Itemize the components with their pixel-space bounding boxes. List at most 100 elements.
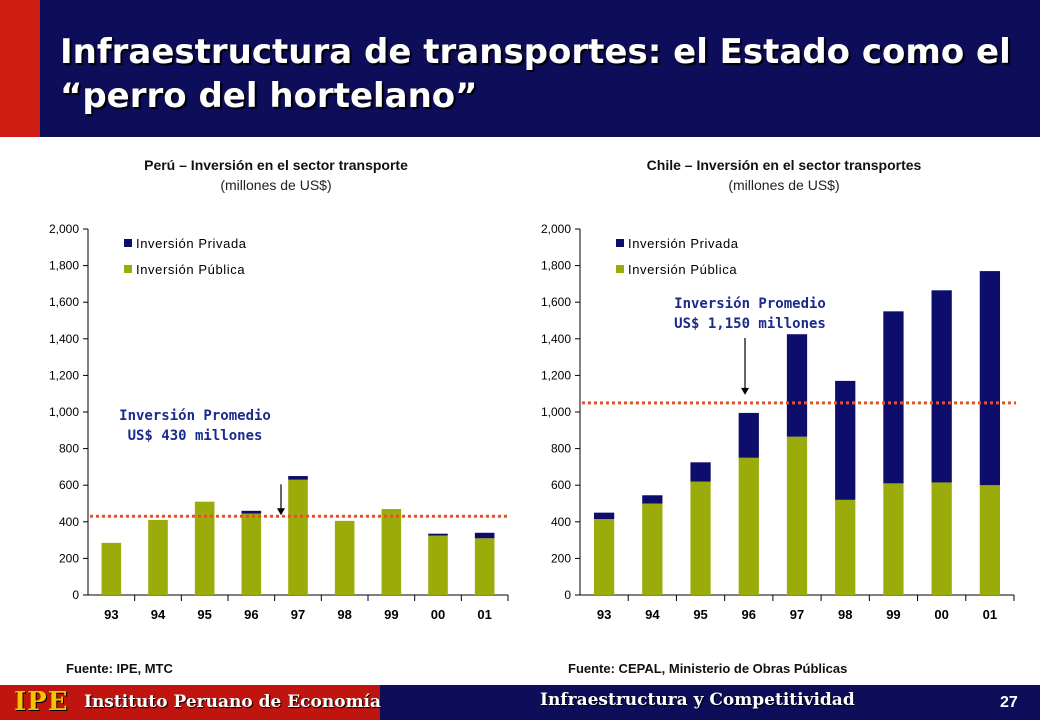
ipe-logo: IPE (14, 687, 69, 717)
peru-y-tick-label: 0 (72, 588, 79, 602)
chile-bar-privada-00 (931, 290, 952, 483)
peru-bar-privada-96 (241, 510, 262, 514)
peru-y-tick-label: 1,000 (49, 405, 79, 419)
chile-x-tick-label: 00 (934, 607, 948, 622)
peru-y-tick-label: 600 (59, 478, 79, 492)
chile-chart-subtitle: (millones de US$) (728, 177, 840, 193)
peru-y-tick-label: 2,000 (49, 222, 79, 236)
peru-bar-privada-97 (288, 476, 308, 480)
peru-x-tick-label: 98 (337, 607, 351, 622)
chile-y-tick-label: 1,800 (541, 259, 571, 273)
peru-bar-publica-98 (334, 520, 355, 595)
peru-bar-publica-97 (288, 479, 308, 595)
peru-chart-title: Perú – Inversión en el sector transporte (144, 157, 408, 173)
slide-title: Infraestructura de transportes: el Estad… (60, 32, 1011, 116)
chile-y-tick-label: 0 (564, 588, 571, 602)
slide-footer: IPE Instituto Peruano de Economía Infrae… (0, 685, 1040, 720)
chile-x-tick-label: 97 (790, 607, 804, 622)
peru-x-tick-label: 00 (431, 607, 445, 622)
chile-chart-heading: Chile – Inversión en el sector transport… (574, 155, 994, 195)
peru-x-tick-label: 99 (384, 607, 398, 622)
chile-y-tick-label: 800 (551, 442, 571, 456)
chile-y-tick-label: 600 (551, 478, 571, 492)
chile-annotation-arrow-head (741, 387, 749, 395)
footer-subtitle: Infraestructura y Competitividad (540, 690, 855, 710)
footer-red-band (0, 685, 380, 720)
chile-bar-privada-01 (979, 271, 1001, 486)
chile-bar-privada-97 (786, 334, 808, 437)
chile-bar-publica-95 (690, 481, 711, 595)
chile-bar-privada-94 (642, 495, 663, 504)
peru-bar-publica-99 (381, 508, 402, 595)
peru-x-tick-label: 94 (151, 607, 166, 622)
peru-source-note: Fuente: IPE, MTC (66, 661, 173, 676)
chile-chart-title: Chile – Inversión en el sector transport… (646, 157, 922, 173)
chile-bar-privada-98 (835, 380, 856, 500)
peru-bar-privada-01 (474, 532, 495, 539)
chile-y-tick-label: 1,600 (541, 295, 571, 309)
page-number: 27 (1000, 694, 1018, 711)
peru-chart-subtitle: (millones de US$) (220, 177, 332, 193)
peru-investment-chart: 0 200 400 600 800 1,000 1,200 1,400 1,600 1,800 2,… (49, 222, 510, 622)
peru-y-tick-label: 1,800 (49, 259, 79, 273)
chile-bar-privada-96 (738, 412, 759, 458)
chile-bar-publica-98 (835, 499, 856, 595)
peru-y-tick-label: 1,400 (49, 332, 79, 346)
chile-annotation-value: US$ 1,150 millones (674, 316, 826, 332)
chile-annotation-title: Inversión Promedio (674, 296, 826, 312)
chile-x-tick-label: 93 (597, 607, 611, 622)
slide-header: Infraestructura de transportes: el Estad… (0, 0, 1040, 137)
peru-y-tick-label: 1,600 (49, 295, 79, 309)
peru-x-tick-label: 01 (477, 607, 491, 622)
chile-bar-publica-94 (642, 503, 663, 595)
peru-bar-privada-00 (428, 533, 448, 536)
chile-y-tick-label: 1,000 (541, 405, 571, 419)
peru-y-tick-label: 400 (59, 515, 79, 529)
chile-legend-swatch-publica (616, 265, 624, 273)
chile-bar-privada-93 (593, 512, 615, 520)
institute-name: Instituto Peruano de Economía (84, 692, 382, 712)
chile-y-tick-label: 1,200 (541, 368, 571, 382)
chile-x-tick-label: 94 (645, 607, 660, 622)
chile-bar-publica-99 (883, 483, 904, 595)
chile-x-tick-label: 98 (838, 607, 852, 622)
chile-bar-publica-96 (738, 457, 759, 595)
chile-bar-publica-93 (593, 519, 615, 595)
chile-x-tick-label: 99 (886, 607, 900, 622)
chile-x-tick-label: 96 (742, 607, 756, 622)
peru-y-tick-label: 200 (59, 551, 79, 565)
peru-annotation-title: Inversión Promedio (119, 408, 271, 424)
chile-bar-privada-95 (690, 462, 711, 482)
chile-x-tick-label: 01 (983, 607, 997, 622)
chile-bar-publica-00 (931, 482, 952, 595)
chile-legend-swatch-privada (616, 239, 624, 247)
peru-bar-publica-00 (428, 535, 448, 595)
peru-x-tick-label: 97 (291, 607, 305, 622)
peru-bar-publica-01 (474, 538, 495, 595)
chile-bar-publica-97 (786, 436, 808, 595)
chile-legend-label-publica: Inversión Pública (628, 262, 737, 277)
peru-x-tick-label: 96 (244, 607, 258, 622)
peru-legend-swatch-publica (124, 265, 132, 273)
chile-investment-chart: 0 200 400 600 800 1,000 1,200 1,400 1,600 1,800 2,… (541, 222, 1016, 622)
peru-y-tick-label: 800 (59, 442, 79, 456)
peru-legend-label-privada: Inversión Privada (136, 236, 247, 251)
peru-annotation-value: US$ 430 millones (128, 428, 263, 444)
peru-x-tick-label: 93 (104, 607, 118, 622)
peru-legend-label-publica: Inversión Pública (136, 262, 245, 277)
peru-bar-publica-96 (241, 513, 262, 595)
peru-chart-heading: Perú – Inversión en el sector transporte… (66, 155, 486, 195)
peru-bar-publica-94 (148, 519, 168, 595)
chile-x-tick-label: 95 (693, 607, 707, 622)
peru-legend-swatch-privada (124, 239, 132, 247)
chile-y-tick-label: 400 (551, 515, 571, 529)
chile-bar-publica-01 (979, 485, 1001, 595)
chile-legend-label-privada: Inversión Privada (628, 236, 739, 251)
chile-y-tick-label: 200 (551, 551, 571, 565)
header-accent-bar (0, 0, 40, 137)
peru-bar-publica-95 (194, 501, 215, 595)
peru-x-tick-label: 95 (197, 607, 211, 622)
peru-y-tick-label: 1,200 (49, 368, 79, 382)
chile-y-tick-label: 2,000 (541, 222, 571, 236)
chile-source-note: Fuente: CEPAL, Ministerio de Obras Públi… (568, 661, 848, 676)
